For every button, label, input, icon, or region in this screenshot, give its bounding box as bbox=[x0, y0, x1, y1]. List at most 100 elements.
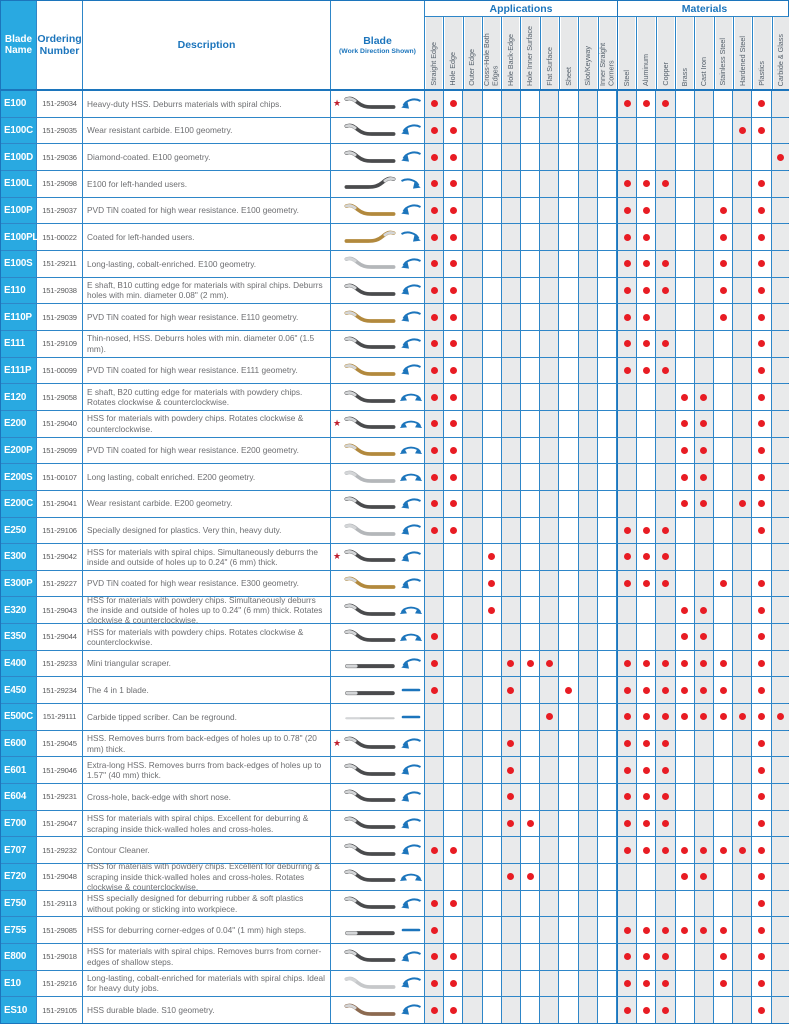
application-cell-slot-keyway bbox=[578, 170, 598, 197]
application-cell-hole-edge bbox=[444, 91, 464, 117]
blade-image-cell: ★ bbox=[331, 117, 425, 144]
applicability-dot bbox=[681, 446, 689, 454]
applicability-dot bbox=[545, 713, 553, 721]
dot-grid bbox=[425, 544, 789, 570]
applicability-dot bbox=[700, 500, 708, 508]
column-header-label: Carbide & Glass bbox=[776, 33, 786, 86]
material-cell-carbide-glass bbox=[771, 117, 789, 144]
applicability-dot bbox=[777, 153, 785, 161]
column-header-stainless-steel: Stainless Steel bbox=[714, 17, 734, 89]
application-cell-cross-hole-both-edges bbox=[483, 91, 502, 117]
material-cell-cast-iron bbox=[694, 650, 715, 677]
applicability-dot bbox=[662, 580, 670, 588]
material-cell-cast-iron bbox=[694, 624, 715, 650]
material-cell-brass bbox=[676, 91, 695, 117]
applicability-dot bbox=[662, 953, 670, 961]
material-cell-plastics bbox=[752, 224, 772, 250]
applicability-dot bbox=[758, 846, 766, 854]
application-cell-straight-edge bbox=[425, 944, 445, 970]
ordering-number: 151-29040 bbox=[37, 410, 83, 437]
material-cell-copper bbox=[656, 624, 676, 650]
applicability-dot bbox=[642, 260, 650, 268]
application-cell-hole-inner-surface bbox=[521, 730, 541, 757]
material-cell-carbide-glass bbox=[771, 250, 789, 277]
material-cell-copper bbox=[656, 810, 676, 837]
application-cell-hole-inner-surface bbox=[521, 437, 541, 464]
application-cell-hole-edge bbox=[444, 464, 464, 490]
application-cell-inner-straight-corners bbox=[598, 570, 618, 597]
blade-name: E250 bbox=[1, 517, 37, 544]
column-header-label: Hole Edge bbox=[448, 52, 458, 86]
applicability-dot bbox=[449, 979, 457, 987]
application-cell-hole-edge bbox=[444, 864, 464, 890]
application-cell-sheet bbox=[559, 91, 579, 117]
applicability-dot bbox=[758, 660, 766, 668]
material-cell-carbide-glass bbox=[771, 357, 789, 384]
application-cell-flat-surface bbox=[540, 970, 560, 997]
work-direction-arrow-icon bbox=[399, 603, 423, 617]
work-direction-arrow-icon bbox=[399, 257, 423, 271]
blade-description: HSS for materials with powdery chips. Ro… bbox=[83, 410, 331, 437]
material-cell-stainless-steel bbox=[714, 944, 734, 970]
material-cell-aluminum bbox=[637, 277, 657, 304]
header-blade-title: Blade bbox=[363, 34, 392, 47]
material-cell-cast-iron bbox=[694, 410, 715, 437]
applicability-dot bbox=[662, 100, 670, 108]
application-cell-slot-keyway bbox=[578, 704, 598, 730]
material-cell-stainless-steel bbox=[714, 917, 734, 943]
material-cell-brass bbox=[676, 330, 695, 357]
application-cell-inner-straight-corners bbox=[598, 997, 618, 1023]
blade-description: HSS. Removes burrs from back-edges of ho… bbox=[83, 730, 331, 757]
application-cell-hole-inner-surface bbox=[521, 570, 541, 597]
material-cell-cast-iron bbox=[694, 91, 715, 117]
application-cell-hole-inner-surface bbox=[521, 597, 541, 624]
application-cell-slot-keyway bbox=[578, 91, 598, 117]
blade-photo-icon bbox=[344, 869, 396, 883]
work-direction-arrow-icon bbox=[399, 470, 423, 484]
applicability-dot bbox=[449, 473, 457, 481]
applicability-dot bbox=[642, 793, 650, 801]
applicability-dot bbox=[507, 873, 515, 881]
dot-grid bbox=[425, 810, 789, 837]
applicability-dot bbox=[758, 900, 766, 908]
application-cell-slot-keyway bbox=[578, 544, 598, 570]
blade-description: Carbide tipped scriber. Can be reground. bbox=[83, 704, 331, 730]
application-cell-outer-edge bbox=[463, 810, 483, 837]
application-cell-sheet bbox=[559, 464, 579, 490]
application-cell-outer-edge bbox=[463, 517, 483, 544]
material-cell-stainless-steel bbox=[714, 570, 734, 597]
material-cell-aluminum bbox=[637, 730, 657, 757]
application-cell-hole-edge bbox=[444, 810, 464, 837]
material-cell-aluminum bbox=[637, 437, 657, 464]
blade-shape bbox=[344, 550, 396, 563]
application-cell-hole-edge bbox=[444, 730, 464, 757]
material-cell-copper bbox=[656, 570, 676, 597]
application-cell-hole-back-edge bbox=[501, 304, 522, 330]
material-cell-cast-iron bbox=[694, 890, 715, 917]
material-cell-cast-iron bbox=[694, 170, 715, 197]
material-cell-aluminum bbox=[637, 357, 657, 384]
blade-name: ES10 bbox=[1, 997, 37, 1023]
application-cell-sheet bbox=[559, 197, 579, 224]
applicability-dot bbox=[623, 580, 631, 588]
work-direction-arrow-icon bbox=[399, 790, 423, 804]
application-cell-slot-keyway bbox=[578, 330, 598, 357]
ordering-number: 151-29113 bbox=[37, 890, 83, 917]
ordering-number: 151-29035 bbox=[37, 117, 83, 144]
applicability-dot bbox=[662, 286, 670, 294]
applicability-dot bbox=[758, 206, 766, 214]
material-cell-carbide-glass bbox=[771, 757, 789, 784]
applications-columns: Straight Edge Hole Edge Outer Edge Cross-Ho… bbox=[425, 17, 617, 89]
blade-description: Specially designed for plastics. Very th… bbox=[83, 517, 331, 544]
applicability-dot bbox=[623, 979, 631, 987]
material-cell-brass bbox=[676, 650, 695, 677]
application-cell-hole-inner-surface bbox=[521, 330, 541, 357]
applicability-dot bbox=[623, 260, 631, 268]
application-cell-hole-edge bbox=[444, 624, 464, 650]
applicability-dot bbox=[642, 313, 650, 321]
blade-name: E200 bbox=[1, 410, 37, 437]
material-cell-aluminum bbox=[637, 144, 657, 170]
application-cell-hole-back-edge bbox=[501, 544, 522, 570]
material-cell-carbide-glass bbox=[771, 677, 789, 704]
work-direction-arrow-icon bbox=[399, 390, 423, 404]
